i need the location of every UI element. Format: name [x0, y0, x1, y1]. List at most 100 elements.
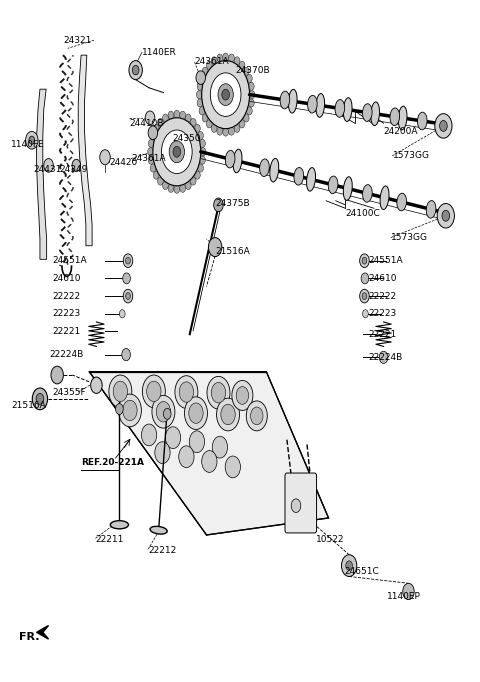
Text: 22224B: 22224B [368, 353, 403, 362]
Text: 24200A: 24200A [384, 127, 418, 136]
Circle shape [119, 394, 142, 427]
Ellipse shape [233, 149, 242, 173]
Text: 1140EP: 1140EP [387, 593, 421, 602]
Circle shape [29, 136, 35, 145]
Circle shape [145, 111, 155, 125]
Circle shape [246, 401, 267, 431]
Text: 24375B: 24375B [215, 199, 250, 208]
Circle shape [207, 376, 230, 409]
Circle shape [217, 127, 223, 135]
Text: 24321: 24321 [63, 35, 91, 44]
Circle shape [199, 107, 205, 115]
Circle shape [165, 427, 180, 449]
Ellipse shape [398, 106, 407, 130]
Ellipse shape [397, 193, 407, 211]
Circle shape [234, 57, 240, 65]
Polygon shape [89, 372, 328, 535]
Circle shape [206, 120, 212, 128]
Circle shape [362, 257, 367, 264]
Circle shape [194, 124, 200, 132]
Circle shape [210, 73, 241, 117]
Polygon shape [78, 55, 92, 246]
Text: 22221: 22221 [52, 327, 81, 336]
Circle shape [126, 293, 131, 299]
Circle shape [234, 124, 240, 132]
Circle shape [243, 114, 249, 122]
Circle shape [222, 89, 229, 100]
Circle shape [202, 61, 250, 129]
Circle shape [32, 388, 48, 410]
Circle shape [163, 181, 168, 190]
Circle shape [175, 376, 198, 409]
Circle shape [147, 381, 161, 402]
Circle shape [148, 156, 154, 164]
Text: 24551A: 24551A [52, 256, 87, 265]
Circle shape [157, 177, 163, 185]
Circle shape [91, 377, 102, 394]
Circle shape [194, 171, 200, 179]
Ellipse shape [288, 89, 297, 113]
Circle shape [249, 91, 255, 99]
Circle shape [154, 171, 159, 179]
Circle shape [211, 57, 217, 65]
Circle shape [211, 124, 217, 132]
Circle shape [126, 257, 131, 264]
Circle shape [228, 54, 234, 62]
Circle shape [360, 289, 369, 303]
Circle shape [189, 403, 203, 424]
Circle shape [379, 351, 388, 364]
Circle shape [197, 99, 203, 107]
Ellipse shape [307, 168, 315, 191]
Circle shape [228, 127, 234, 135]
Text: FR.: FR. [19, 632, 39, 642]
Text: 24361A: 24361A [131, 154, 166, 163]
Circle shape [168, 111, 174, 119]
Ellipse shape [371, 102, 380, 125]
Circle shape [212, 436, 228, 458]
Circle shape [191, 119, 196, 127]
FancyBboxPatch shape [285, 473, 317, 533]
Circle shape [200, 156, 205, 164]
Circle shape [232, 381, 253, 411]
Circle shape [437, 203, 455, 228]
Circle shape [185, 181, 191, 190]
Circle shape [154, 124, 159, 132]
Circle shape [236, 387, 249, 404]
Circle shape [239, 61, 245, 70]
Circle shape [198, 132, 204, 140]
Text: 10522: 10522 [316, 535, 344, 544]
Circle shape [362, 310, 368, 318]
Circle shape [221, 404, 235, 425]
Circle shape [185, 114, 191, 122]
Circle shape [206, 61, 212, 70]
Ellipse shape [362, 104, 372, 121]
Circle shape [51, 366, 63, 384]
Ellipse shape [225, 150, 235, 168]
Circle shape [239, 120, 245, 128]
Text: 24370B: 24370B [235, 66, 270, 75]
Ellipse shape [294, 168, 304, 185]
Text: 22222: 22222 [368, 292, 396, 301]
Circle shape [155, 442, 170, 464]
Ellipse shape [260, 159, 269, 177]
Circle shape [214, 198, 223, 211]
Circle shape [163, 409, 171, 419]
Text: 24100C: 24100C [345, 209, 380, 218]
Text: 1573GG: 1573GG [393, 151, 430, 160]
Circle shape [174, 110, 180, 119]
Circle shape [36, 394, 44, 404]
Circle shape [148, 139, 154, 147]
Circle shape [403, 583, 414, 599]
Circle shape [251, 407, 263, 425]
Circle shape [180, 184, 186, 192]
Ellipse shape [343, 98, 352, 121]
Circle shape [180, 111, 186, 119]
Circle shape [169, 141, 184, 163]
Circle shape [208, 237, 222, 256]
Circle shape [179, 382, 193, 402]
Text: 21516A: 21516A [11, 401, 46, 410]
Text: 1573GG: 1573GG [391, 233, 428, 242]
Circle shape [225, 456, 240, 478]
Ellipse shape [362, 185, 372, 203]
Ellipse shape [418, 112, 427, 130]
